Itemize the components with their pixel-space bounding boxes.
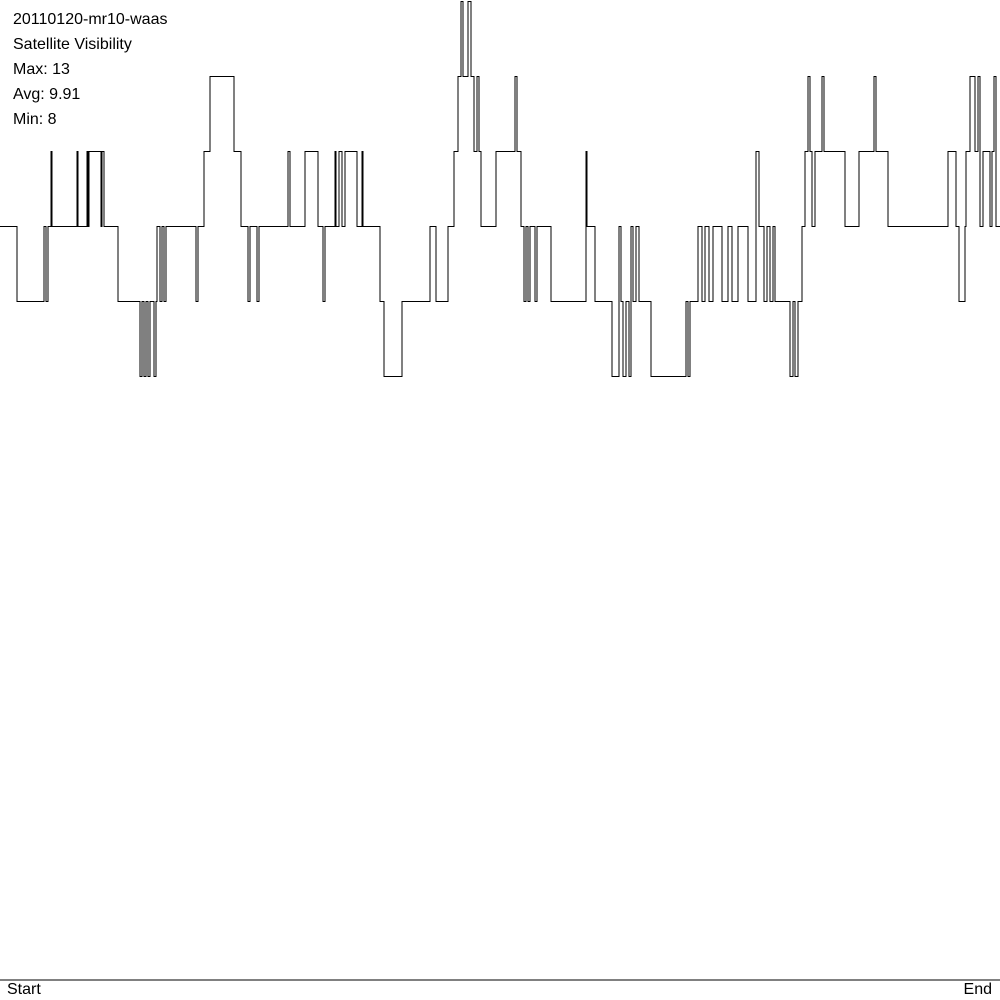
stat-max-label: Max <box>13 61 44 78</box>
chart-title: 20110120-mr10-waas <box>13 11 168 28</box>
stat-min-value: 8 <box>47 111 57 128</box>
stat-separator: : <box>43 61 53 78</box>
chart-subtitle: Satellite Visibility <box>13 36 132 53</box>
stat-avg: Avg: 9.91 <box>13 86 80 104</box>
stat-min-label: Min <box>13 111 39 128</box>
stat-avg-label: Avg <box>13 86 41 103</box>
stat-separator: : <box>40 86 50 103</box>
stat-max-value: 13 <box>52 61 70 78</box>
series-line-0 <box>0 1 1000 377</box>
stat-max: Max: 13 <box>13 61 70 79</box>
stat-avg-value: 9.91 <box>49 86 81 103</box>
x-axis-end-label: End <box>963 981 992 998</box>
stat-separator: : <box>38 111 48 128</box>
stat-min: Min: 8 <box>13 111 57 129</box>
x-axis-start-label: Start <box>7 981 41 998</box>
series-layer <box>0 1 1000 377</box>
